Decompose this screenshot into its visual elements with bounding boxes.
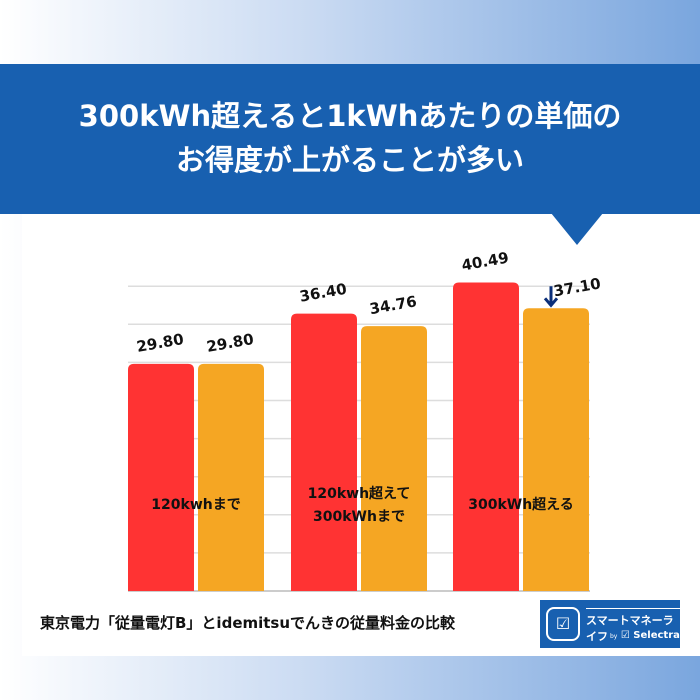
category-label: 300kWhまで — [313, 509, 405, 525]
category-label: 120kwh超えて — [308, 485, 411, 502]
bar — [361, 326, 427, 591]
data-label: 29.80 — [135, 330, 185, 356]
data-label: 34.76 — [368, 292, 418, 318]
bar — [291, 313, 357, 591]
data-label: 29.80 — [205, 330, 255, 356]
header-banner: 300kWh超えると1kWhあたりの単価の お得度が上がることが多い — [0, 64, 700, 214]
title-line-2: お得度が上がることが多い — [175, 143, 524, 177]
chart-caption: 東京電力「従量電灯B」とidemitsuでんきの従量料金の比較 — [40, 614, 456, 632]
logo: ☑ スマートマネーライフ by ☑ Selectra — [540, 600, 680, 648]
logo-name: スマートマネーライフ — [586, 608, 680, 644]
bar — [453, 282, 519, 591]
piggy-bank-icon: ☑ — [546, 607, 580, 641]
bar — [523, 308, 589, 591]
down-arrow-icon — [543, 286, 559, 308]
category-label: 300kWh超える — [468, 496, 574, 513]
banner-pointer — [551, 213, 603, 245]
data-label: 37.10 — [552, 274, 602, 300]
title-line-1: 300kWh超えると1kWhあたりの単価の — [78, 99, 622, 133]
bar — [128, 363, 194, 591]
bar — [198, 363, 264, 591]
data-label: 36.40 — [298, 280, 348, 306]
logo-brand: by ☑ Selectra — [610, 630, 680, 641]
category-label: 120kwhまで — [151, 497, 240, 513]
data-label: 40.49 — [460, 249, 510, 275]
